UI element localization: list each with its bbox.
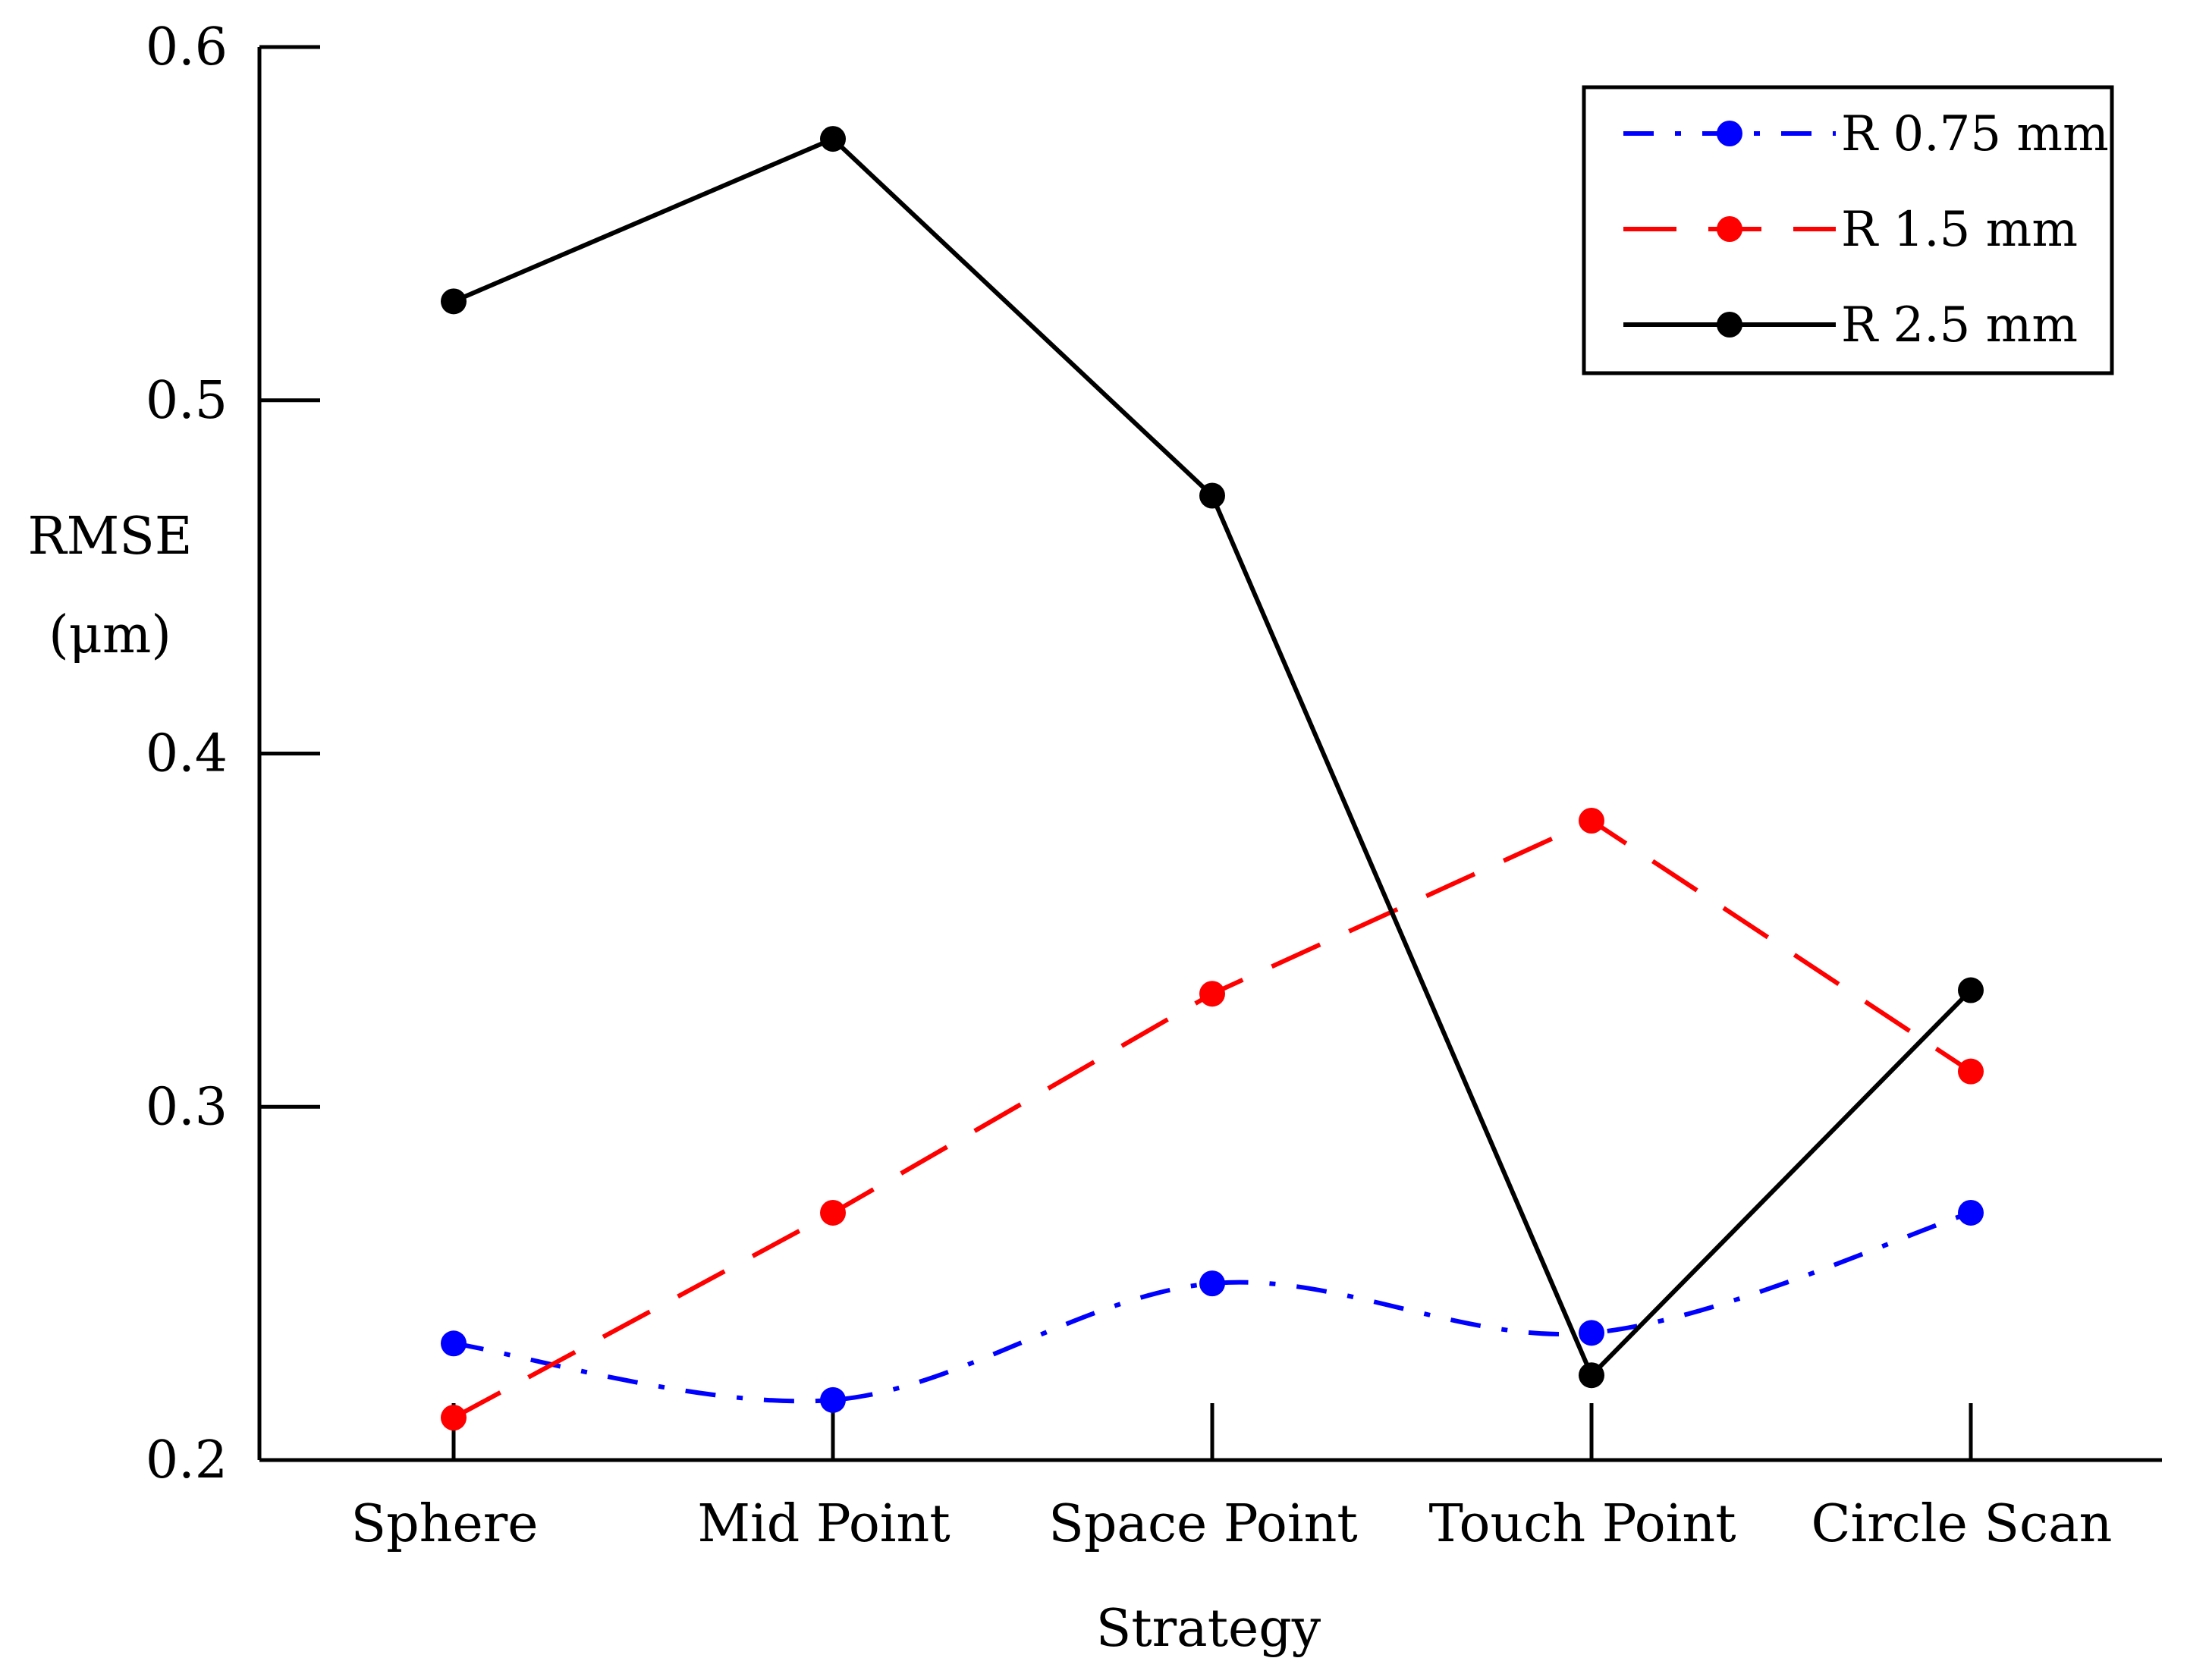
legend: R 0.75 mm R 1.5 mm R 2.5 mm bbox=[1582, 85, 2114, 375]
data-point bbox=[1199, 482, 1225, 509]
legend-items: R 0.75 mm R 1.5 mm R 2.5 mm bbox=[1623, 106, 2109, 353]
data-point bbox=[1579, 1362, 1604, 1389]
x-axis-ticks: Sphere Mid Point Space Point Touch Point Cir… bbox=[351, 1403, 2113, 1554]
legend-label: R 2.5 mm bbox=[1841, 297, 2078, 353]
data-point bbox=[1579, 1320, 1604, 1346]
data-point bbox=[441, 288, 467, 315]
data-point bbox=[1958, 1199, 1984, 1226]
legend-item: R 2.5 mm bbox=[1623, 297, 2078, 353]
data-point bbox=[1579, 807, 1604, 834]
legend-marker bbox=[1717, 312, 1742, 338]
y-axis-title-line2: (μm) bbox=[49, 605, 171, 665]
series-1 bbox=[441, 1199, 1984, 1413]
x-tick-label: Circle Scan bbox=[1812, 1494, 2113, 1554]
data-point bbox=[1958, 977, 1984, 1003]
data-point bbox=[441, 1405, 467, 1431]
legend-marker bbox=[1717, 121, 1742, 146]
x-tick-label: Sphere bbox=[351, 1494, 539, 1554]
series-layer bbox=[441, 126, 1984, 1431]
legend-marker bbox=[1717, 216, 1742, 242]
data-point bbox=[1958, 1058, 1984, 1085]
y-tick-label: 0.6 bbox=[146, 17, 228, 77]
y-tick-label: 0.5 bbox=[146, 371, 228, 431]
series-line bbox=[452, 818, 1972, 1420]
legend-label: R 1.5 mm bbox=[1841, 202, 2078, 258]
data-point bbox=[820, 126, 846, 152]
y-tick-label: 0.3 bbox=[146, 1077, 228, 1137]
data-point bbox=[1199, 981, 1225, 1007]
series-3 bbox=[441, 126, 1984, 1389]
x-tick-label: Touch Point bbox=[1428, 1494, 1736, 1554]
data-point bbox=[820, 1386, 846, 1413]
y-tick-label: 0.4 bbox=[146, 724, 228, 784]
x-tick-label: Mid Point bbox=[697, 1494, 950, 1554]
y-axis-title-line1: RMSE bbox=[27, 507, 192, 567]
series-2 bbox=[441, 807, 1984, 1431]
legend-item: R 0.75 mm bbox=[1623, 106, 2109, 162]
y-axis-ticks: 0.2 0.3 0.4 0.5 0.6 bbox=[146, 17, 320, 1490]
series-line bbox=[453, 1211, 1972, 1404]
x-axis-title: Strategy bbox=[1096, 1599, 1321, 1659]
legend-item: R 1.5 mm bbox=[1623, 202, 2078, 258]
y-tick-label: 0.2 bbox=[146, 1430, 228, 1490]
x-tick-label: Space Point bbox=[1048, 1494, 1357, 1554]
data-point bbox=[1199, 1270, 1225, 1297]
legend-label: R 0.75 mm bbox=[1841, 106, 2109, 162]
data-point bbox=[820, 1199, 846, 1226]
data-point bbox=[441, 1330, 467, 1357]
